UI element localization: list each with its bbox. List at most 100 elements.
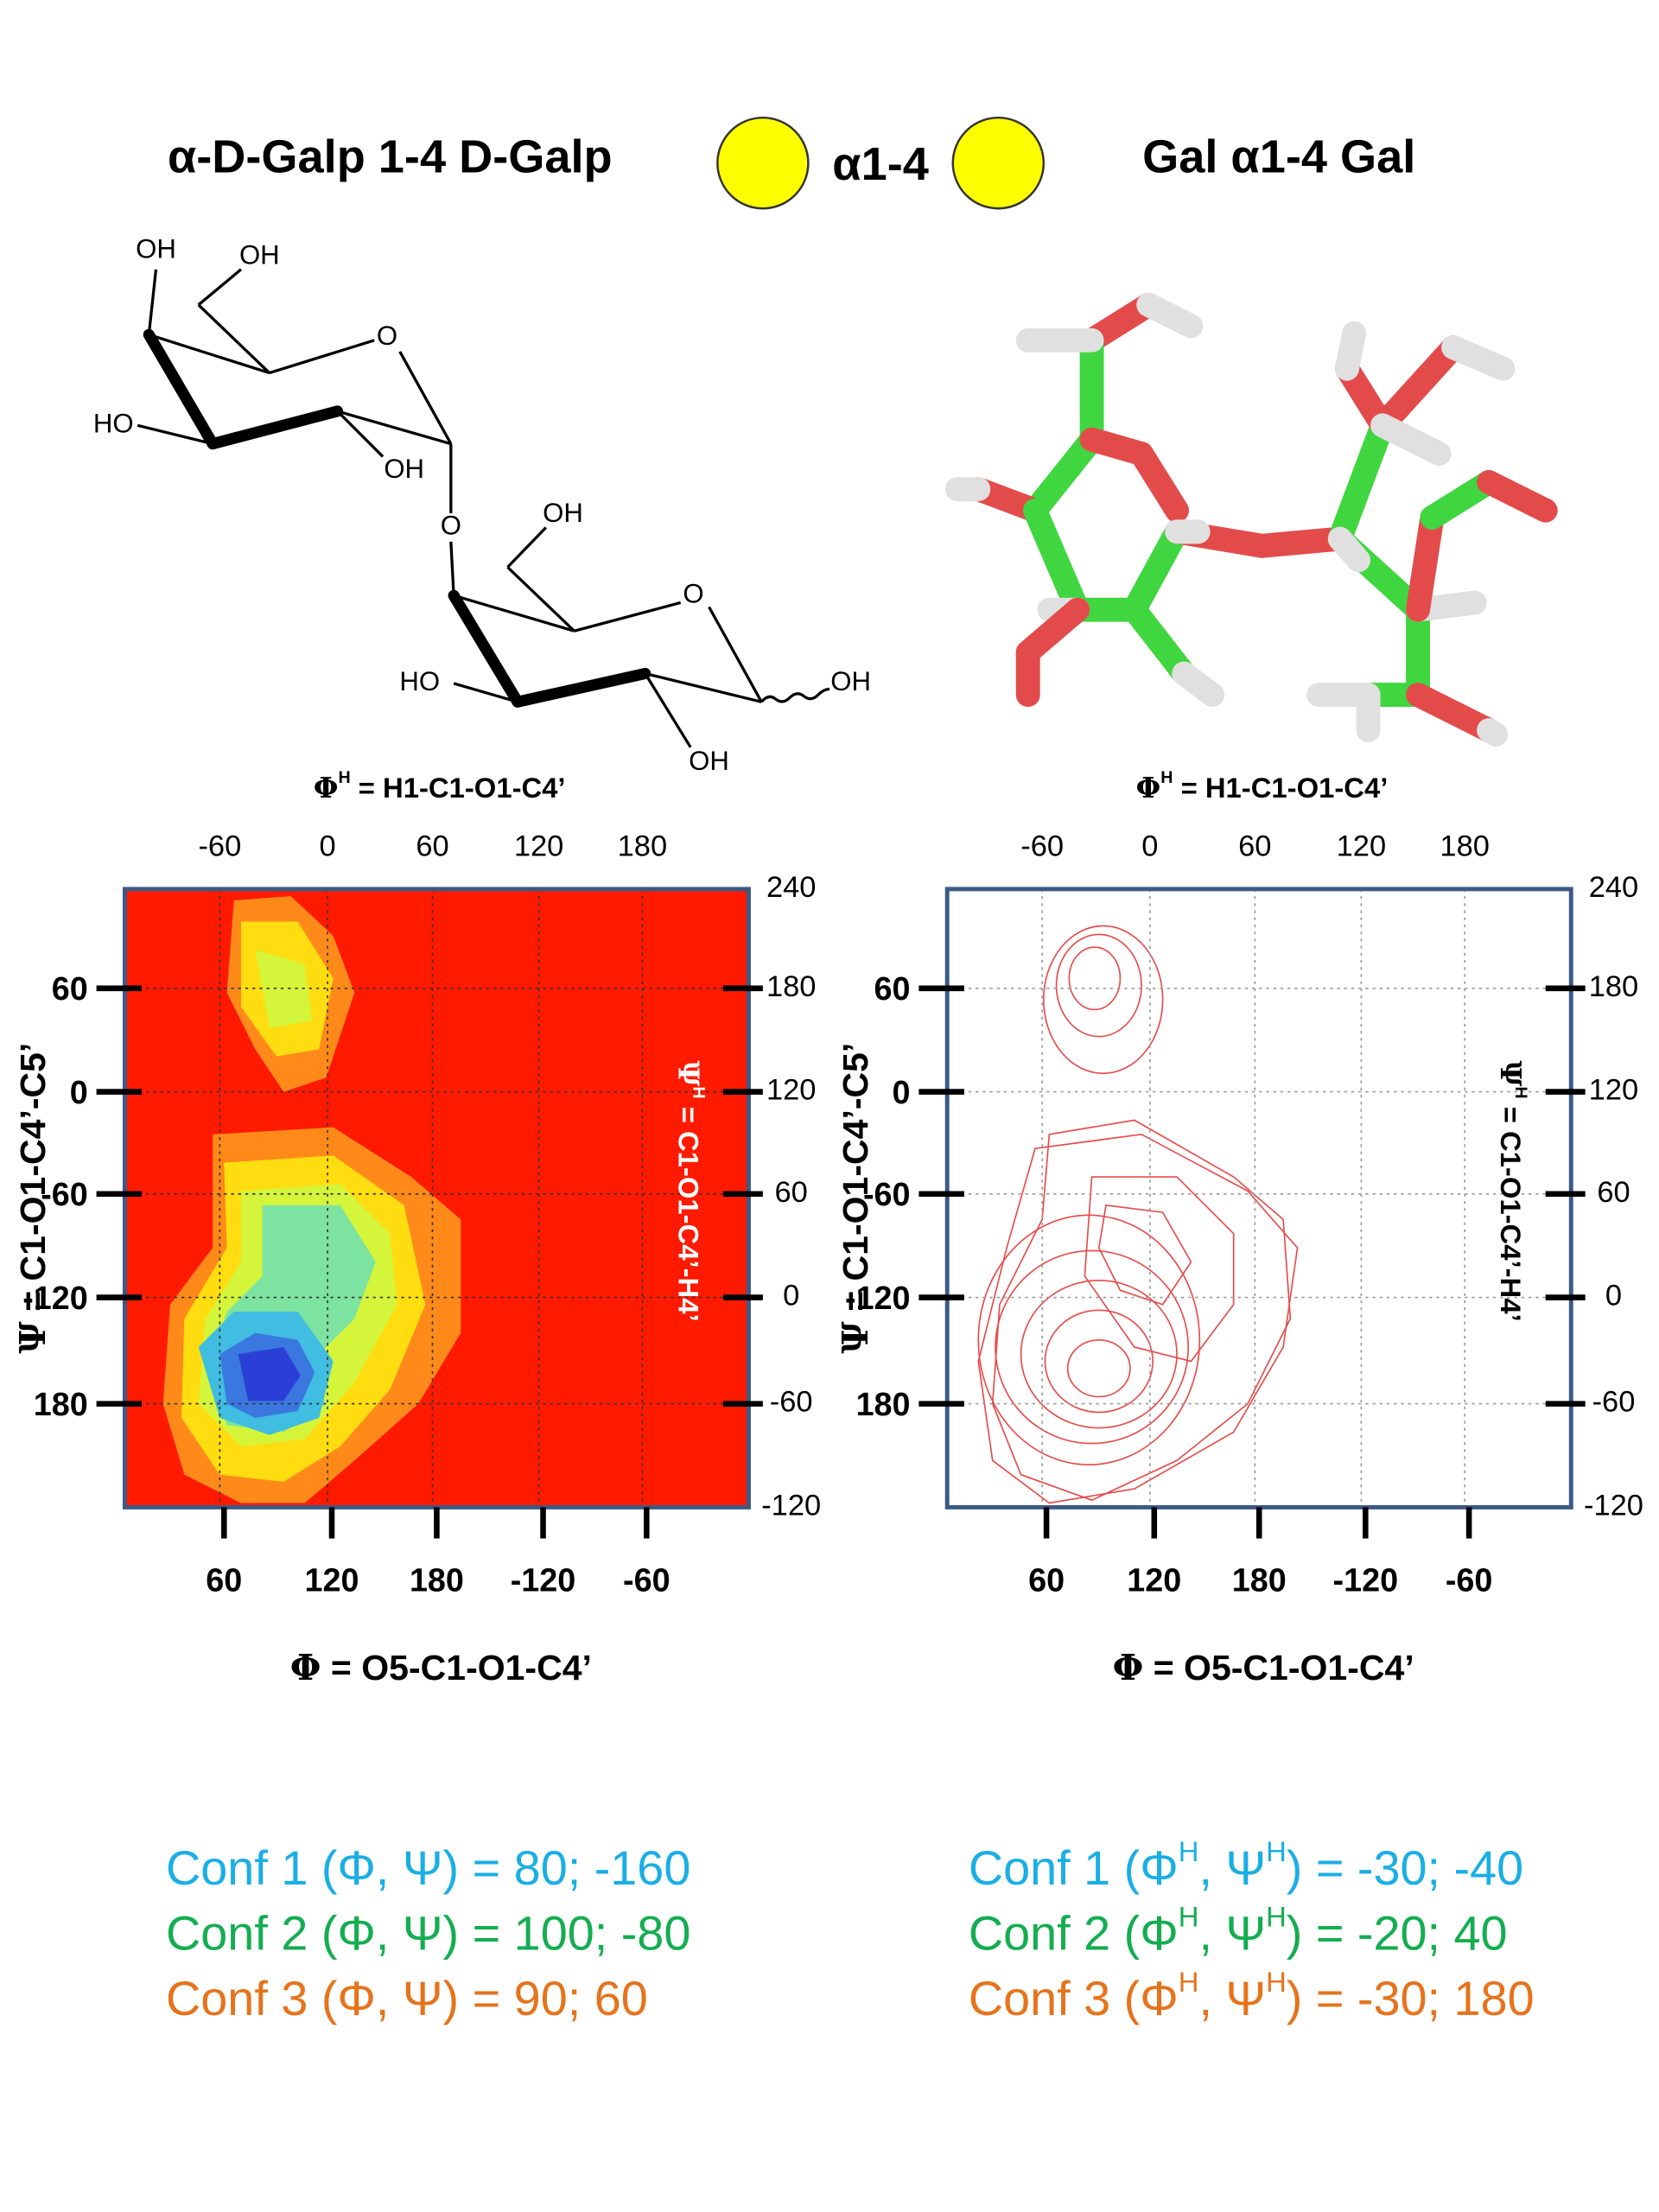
bottom-tick-label: 60 [206,1561,242,1598]
bond [398,351,453,445]
superscript: H [1266,1900,1287,1932]
header-right: Gal α1-4 Gal [1142,131,1415,183]
left-tick-label: 0 [893,1074,911,1110]
left-tick-label: -60 [41,1176,88,1212]
stick [1249,526,1352,558]
stick [1327,526,1371,573]
header-linkage: α1-4 [832,138,929,190]
contour-line [1097,1204,1192,1306]
symbol: Ψ [671,1060,705,1086]
conformation-line: Conf 2 (ΦH, ΨH) = -20; 40 [969,1900,1508,1960]
symbol: Ψ [11,1321,54,1354]
conformation-text: , Ψ [1198,1905,1266,1960]
superscript: H [1511,1086,1530,1098]
contours [977,925,1299,1504]
top-tick-label: -60 [198,830,241,862]
label-rest: = C1-O1-C4’-H4’ [1495,1099,1527,1322]
bond [574,601,682,632]
right-tick-label: 0 [783,1280,799,1313]
conformation-text: ) = -20; 40 [1287,1905,1508,1960]
left-tick-label: 60 [874,970,911,1007]
x-axis-title: Φ = O5-C1-O1-C4’ [1113,1646,1414,1688]
galactose-symbol [716,116,810,210]
top-tick-label: 120 [1337,830,1386,862]
bond [708,606,763,703]
atom-label: OH [136,234,176,264]
top-axis-title: ΦH = H1-C1-O1-C4’ [314,768,566,804]
contour-line [1055,933,1142,1038]
bottom-tick-label: 120 [1127,1561,1181,1598]
atom-label: HO [399,666,440,696]
plot: -60 0 60 120 180 60 120 180 -120 -60 60 0 -60 -120 180… [11,768,822,1688]
top-axis-title: ΦH = H1-C1-O1-C4’ [1136,768,1389,804]
stick [1406,505,1445,622]
bond [453,594,575,632]
y-axis-title: Ψ = C1-O1-C4’-C5’ [11,1043,54,1354]
right-tick-label: -60 [770,1386,813,1419]
bold-bond [143,328,219,450]
conformation-text: Conf 2 (Φ, Ψ) = 100; -80 [166,1905,690,1960]
stick [1477,470,1558,523]
contour-line [995,1249,1189,1445]
atom-label: HO [93,409,134,439]
label-rest: = C1-O1-C4’-H4’ [673,1099,705,1322]
conformation-text: Conf 1 (Φ, Ψ) = 80; -160 [166,1840,690,1895]
stick [1122,597,1197,686]
stick [1441,335,1516,381]
galactose-symbol [951,116,1046,210]
left-tick-label: 180 [856,1386,911,1422]
conformation-line: Conf 1 (Φ, Ψ) = 80; -160 [166,1840,690,1895]
symbol: Φ [1113,1646,1144,1688]
bond [269,339,375,375]
conformation-line: Conf 3 (ΦH, ΨH) = -30; 180 [969,1965,1535,2024]
stick [1335,321,1367,381]
superscript: H [1179,1900,1199,1932]
bond [197,268,243,307]
contour-line [991,1119,1292,1502]
conformation-text: , Ψ [1198,1971,1266,2025]
contour-line [1020,1280,1178,1429]
superscript: H [1160,768,1173,787]
superscript: H [689,1086,708,1098]
bond [147,269,158,335]
bottom-tick-label: 180 [1232,1561,1287,1598]
stick [1477,718,1509,747]
right-tick-label: 120 [1589,1074,1638,1107]
left-tick-label: 60 [52,970,88,1007]
right-tick-label: -120 [761,1490,821,1522]
top-tick-label: 0 [1141,830,1158,862]
right-tick-label: -120 [1584,1490,1643,1522]
left-tick-label: -60 [863,1176,911,1212]
top-tick-label: 180 [618,830,667,862]
bond [148,333,270,375]
conformation-text: ) = -30; -40 [1287,1840,1523,1895]
conformation-text: ) = -30; 180 [1287,1971,1535,2025]
right-tick-label: -60 [1592,1386,1636,1419]
bottom-tick-label: -60 [623,1561,671,1598]
contour-line [1084,1176,1235,1363]
contour-line [977,1133,1299,1504]
contour-line [1044,1309,1154,1414]
stick [1136,292,1204,339]
bond [337,410,452,446]
label-rest: = C1-O1-C4’-C5’ [13,1043,53,1322]
plots: -60 0 60 120 180 60 120 180 -120 -60 60 0 -60 -120 180… [11,768,1643,1688]
label-rest: = H1-C1-O1-C4’ [351,772,566,804]
superscript: H [1179,1834,1199,1866]
symbol: Φ [1136,771,1161,804]
stick [1327,413,1395,551]
top-tick-label: 60 [416,830,448,862]
stick [1129,442,1189,523]
bottom-tick-label: -120 [1333,1561,1399,1598]
conformations: Conf 1 (Φ, Ψ) = 80; -160 Conf 2 (Φ, Ψ) = … [166,1834,1535,2024]
bottom-tick-label: 60 [1028,1561,1065,1598]
x-axis-title: Φ = O5-C1-O1-C4’ [290,1646,592,1688]
wavy-bond [760,687,830,703]
header-left: α-D-Galp 1-4 D-Galp [168,131,613,183]
left-tick-label: -120 [845,1280,911,1316]
bond [137,423,213,446]
plot: -60 0 60 120 180 60 120 180 -120 -60 60 0 -60 -120 180… [833,768,1643,1688]
bottom-tick-label: -60 [1446,1561,1493,1598]
